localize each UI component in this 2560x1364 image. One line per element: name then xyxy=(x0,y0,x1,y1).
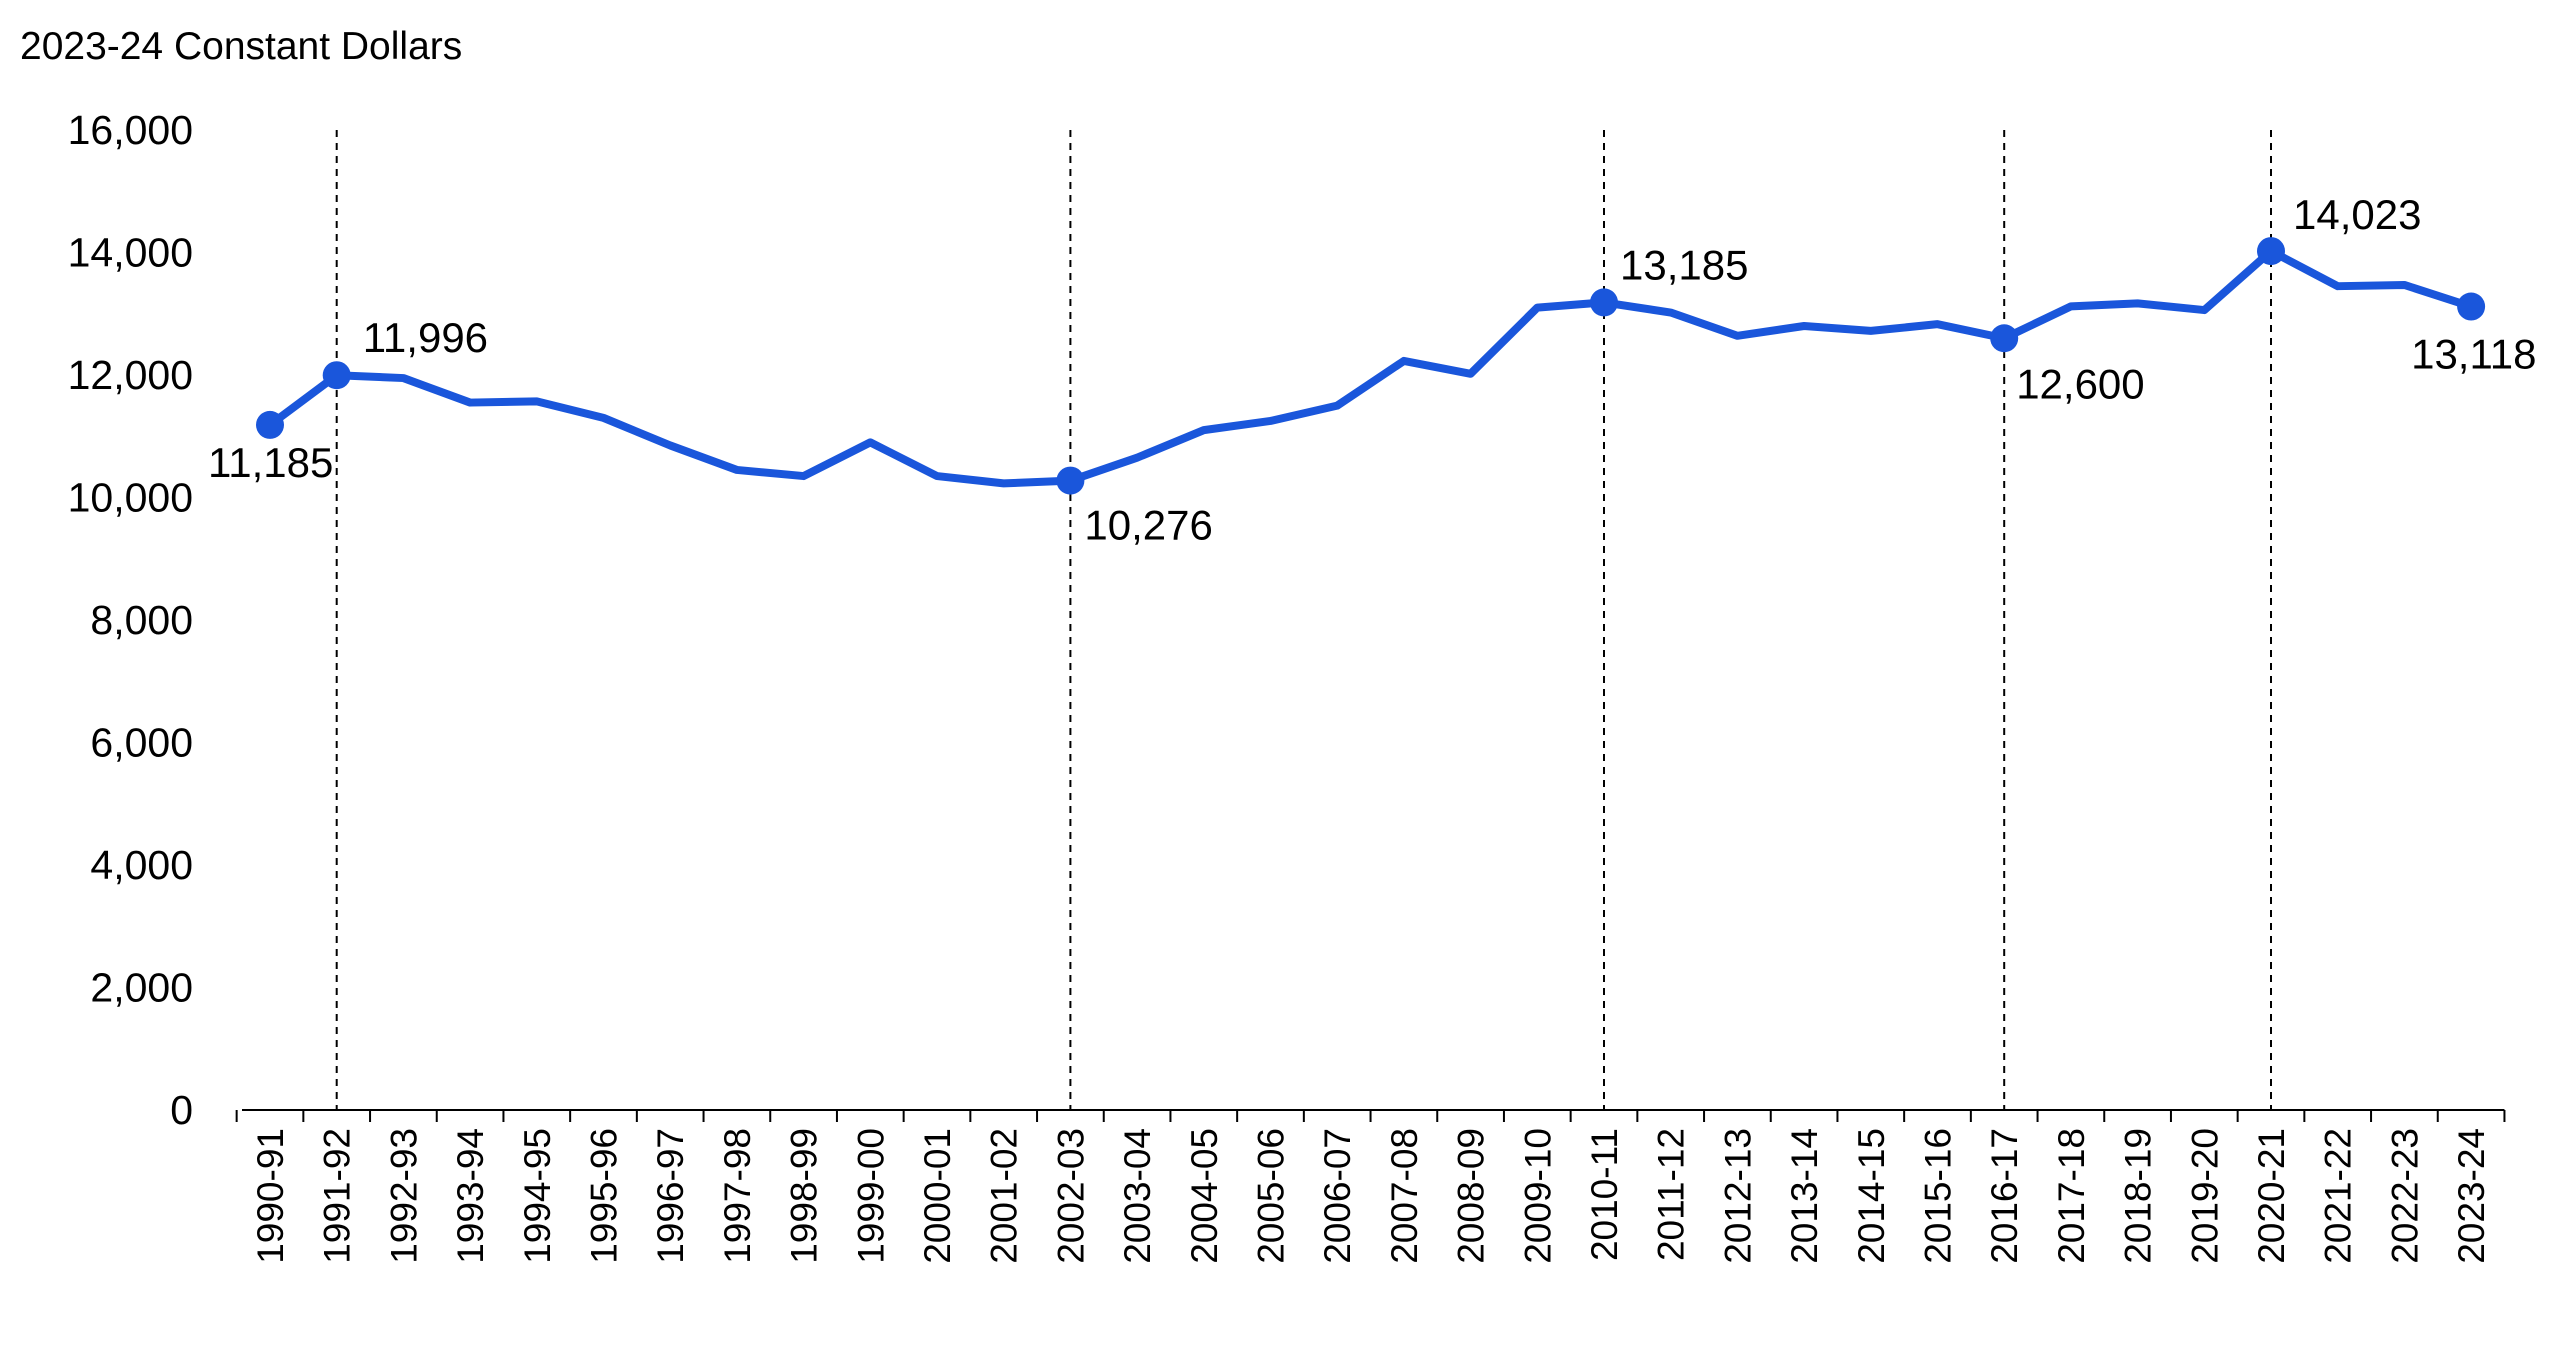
data-point-1991-92 xyxy=(322,361,351,390)
x-tick-label: 2005-06 xyxy=(1251,1128,1292,1264)
x-tick-label: 2022-23 xyxy=(2384,1128,2425,1264)
x-tick-label: 1993-94 xyxy=(450,1128,491,1264)
y-tick-label: 10,000 xyxy=(68,475,193,521)
x-tick-label: 2015-16 xyxy=(1918,1128,1959,1264)
y-tick-label: 8,000 xyxy=(90,597,193,643)
y-axis-title: 2023-24 Constant Dollars xyxy=(20,25,462,68)
data-point-2002-03 xyxy=(1056,466,1085,495)
x-tick-label: 2006-07 xyxy=(1317,1128,1358,1264)
data-label-2002-03: 10,276 xyxy=(1084,502,1212,549)
x-tick-label: 1996-97 xyxy=(650,1128,691,1264)
reference-lines xyxy=(335,130,2272,1110)
y-tick-label: 16,000 xyxy=(68,107,193,153)
data-label-2023-24: 13,118 xyxy=(2411,331,2536,378)
x-tick-label: 2023-24 xyxy=(2451,1128,2492,1264)
x-tick-label: 2019-20 xyxy=(2184,1128,2225,1264)
x-tick-label: 1999-00 xyxy=(850,1128,891,1264)
x-tick-label: 2002-03 xyxy=(1050,1128,1091,1264)
x-tick-label: 2000-01 xyxy=(917,1128,958,1264)
x-tick-label: 1994-95 xyxy=(517,1128,558,1264)
data-label-2010-11: 13,185 xyxy=(1620,241,1748,288)
x-tick-label: 2010-11 xyxy=(1584,1128,1625,1261)
data-label-1991-92: 11,996 xyxy=(363,314,488,361)
x-tick-label: 2001-02 xyxy=(984,1128,1025,1264)
x-tick-label: 2016-17 xyxy=(1984,1128,2025,1264)
x-tick-label: 2007-08 xyxy=(1384,1128,1425,1264)
data-point-2016-17 xyxy=(1990,324,2019,353)
y-tick-label: 0 xyxy=(170,1087,193,1133)
data-point-2020-21 xyxy=(2257,237,2285,266)
data-label-1990-91: 11,185 xyxy=(208,439,333,486)
y-tick-label: 2,000 xyxy=(90,965,193,1011)
x-tick-label: 2020-21 xyxy=(2251,1128,2292,1264)
data-label-2020-21: 14,023 xyxy=(2293,191,2421,238)
y-tick-label: 12,000 xyxy=(68,352,193,398)
x-tick-label: 1992-93 xyxy=(383,1128,424,1264)
x-tick-label: 2003-04 xyxy=(1117,1128,1158,1264)
data-labels: 11,185 11,996 10,276 13,185 12,600 14,023 13,1… xyxy=(208,191,2536,549)
series-line-0 xyxy=(266,247,2476,488)
data-point-2010-11 xyxy=(1590,288,1618,317)
data-point-2023-24 xyxy=(2457,292,2486,321)
x-tick-label: 2014-15 xyxy=(1851,1128,1892,1264)
data-label-2016-17: 12,600 xyxy=(2016,360,2144,407)
x-tick-label: 2008-09 xyxy=(1451,1128,1492,1264)
y-tick-label: 4,000 xyxy=(90,842,193,888)
x-tick-label: 2009-10 xyxy=(1517,1128,1558,1264)
x-tick-label: 2013-14 xyxy=(1784,1128,1825,1264)
x-tick-label: 1995-96 xyxy=(584,1128,625,1264)
y-tick-label: 6,000 xyxy=(90,720,193,766)
axes: 0 2,000 4,000 6,000 8,000 10,000 12,000 14,000 1… xyxy=(68,107,2506,1264)
x-tick-label: 2012-13 xyxy=(1717,1128,1758,1264)
x-tick-label: 2018-19 xyxy=(2118,1128,2159,1264)
series xyxy=(256,237,2486,495)
x-tick-label: 1990-91 xyxy=(250,1128,291,1264)
data-point-1990-91 xyxy=(256,410,284,439)
x-tick-label: 1991-92 xyxy=(317,1128,358,1264)
y-tick-label: 14,000 xyxy=(68,230,193,276)
x-tick-label: 1998-99 xyxy=(784,1128,825,1264)
x-tick-label: 2011-12 xyxy=(1651,1128,1692,1261)
x-tick-label: 1997-98 xyxy=(717,1128,758,1264)
x-tick-label: 2004-05 xyxy=(1184,1128,1225,1264)
x-tick-label: 2017-18 xyxy=(2051,1128,2092,1264)
x-tick-label: 2021-22 xyxy=(2318,1128,2359,1264)
